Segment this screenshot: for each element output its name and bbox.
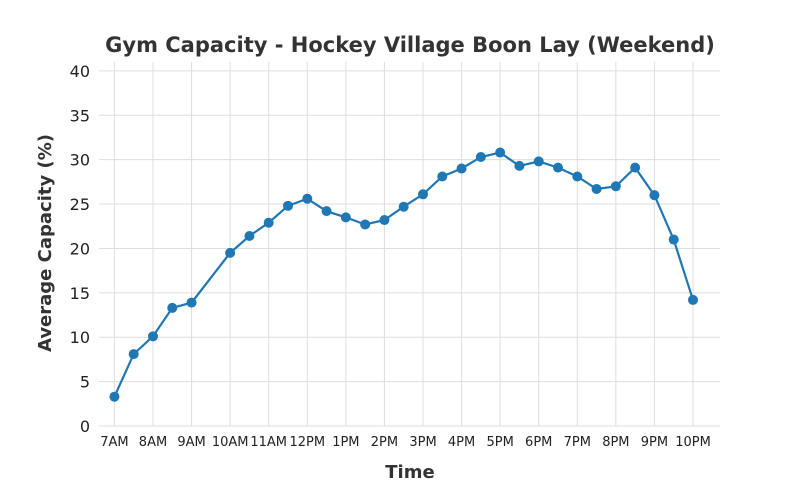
data-point [418,189,428,200]
x-tick-label: 10PM [675,435,711,450]
data-point [128,349,139,360]
x-tick-label: 7AM [100,435,128,450]
data-point [456,163,467,174]
x-tick-label: 9PM [641,435,668,450]
x-tick-label: 6PM [525,435,552,450]
data-point [437,171,448,182]
x-tick-label: 5PM [486,435,513,450]
data-point [148,331,158,342]
data-point [109,391,120,402]
y-tick-label: 20 [70,239,90,258]
x-tick-label: 11AM [250,435,287,450]
y-axis-ticks: 0 5 10 15 20 25 30 35 40 [70,62,90,436]
data-point [514,160,525,171]
data-point [649,190,660,201]
data-point [360,219,371,230]
series-line [113,151,695,398]
y-tick-label: 0 [80,417,90,436]
x-tick-label: 10AM [212,435,249,450]
data-point [610,181,621,192]
x-tick-label: 1PM [332,435,359,450]
x-tick-label: 2PM [371,435,398,450]
y-tick-label: 40 [70,62,90,81]
data-point [263,217,274,228]
y-tick-label: 25 [70,195,90,214]
grid [99,62,720,427]
data-point [379,215,390,226]
data-point [630,162,641,173]
x-tick-label: 4PM [448,435,475,450]
data-point [244,231,255,242]
y-tick-label: 30 [70,151,90,170]
chart-title: Gym Capacity - Hockey Village Boon Lay (… [105,33,715,57]
x-tick-label: 9AM [177,435,205,450]
y-tick-label: 35 [70,106,90,125]
data-point [591,183,602,194]
x-tick-label: 8AM [139,435,167,450]
data-point [495,147,506,158]
x-tick-label: 7PM [564,435,591,450]
data-point [475,151,486,162]
data-point [186,297,197,308]
data-point [321,206,332,217]
data-point [533,156,544,167]
data-point [167,302,178,313]
x-tick-label: 3PM [409,435,436,450]
y-axis-label: Average Capacity (%) [35,134,56,352]
data-points [109,147,698,402]
x-axis-ticks: 7AM 8AM 9AM 10AM 11AM 12PM 1PM 2PM 3PM 4PM 5PM 6PM 7… [100,435,711,450]
y-tick-label: 15 [70,284,90,303]
data-point [688,294,698,305]
data-point [398,201,409,212]
data-point [225,247,236,258]
x-tick-label: 8PM [602,435,629,450]
data-point [302,193,313,204]
x-tick-label: 12PM [289,435,325,450]
y-tick-label: 5 [80,373,90,392]
data-point [283,200,293,211]
data-point [340,212,351,223]
x-axis-label: Time [385,462,434,483]
data-point [572,171,583,182]
y-tick-label: 10 [70,328,90,347]
data-point [668,234,679,245]
data-point [553,162,563,173]
